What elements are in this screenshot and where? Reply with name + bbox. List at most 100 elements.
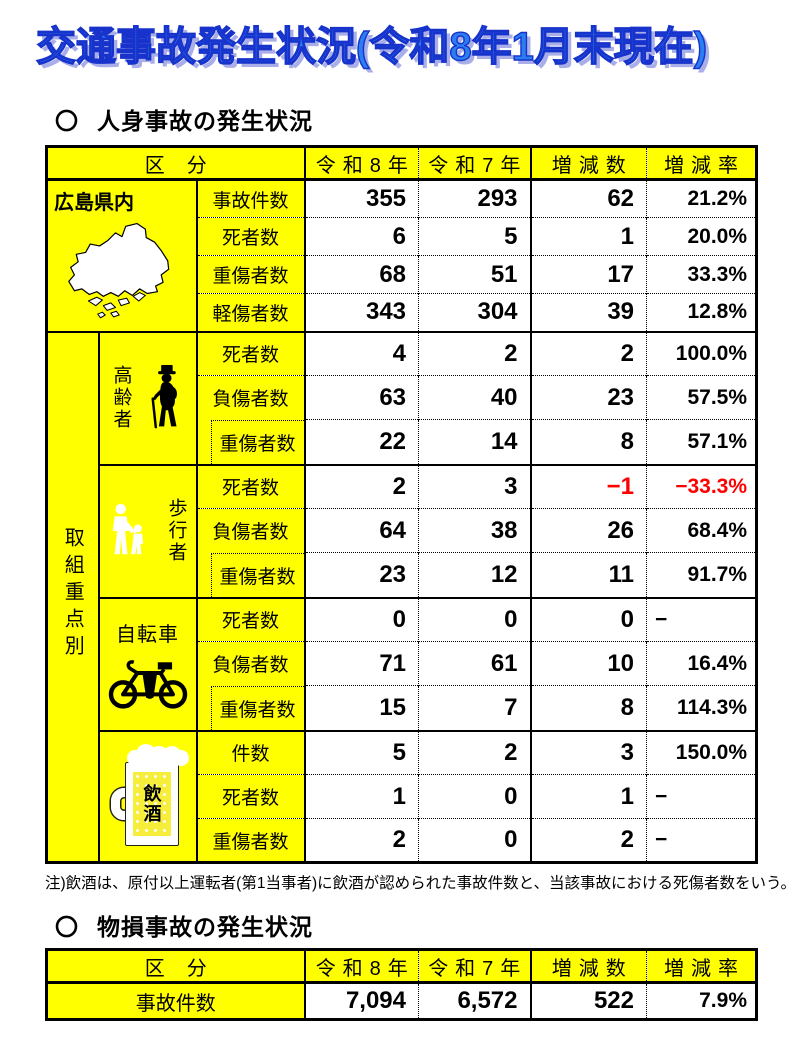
value-r7: 0 [418, 596, 531, 642]
beer-foam [126, 750, 143, 767]
value-rate: 68.4% [646, 508, 757, 553]
section-heading-text: 物損事故の発生状況 [97, 914, 313, 940]
value-diff: 39 [529, 293, 647, 332]
hiroshima-area-cell: 広島県内 [46, 179, 197, 332]
row-sublabel: 重傷者数 [210, 552, 304, 597]
row-label: 件数 [195, 729, 305, 775]
footnote: 注)飲酒は、原付以上運転者(第1当事者)に飲酒が認められた事故件数と、当該事故に… [45, 875, 797, 892]
value-rate: 57.5% [646, 375, 757, 420]
header-reiwa8: 令和8年 [303, 146, 419, 181]
value-rate: − [646, 596, 757, 642]
header-reiwa7: 令和7年 [418, 949, 531, 984]
value-r7: 0 [418, 818, 531, 863]
value-r7: 304 [418, 293, 531, 332]
value-rate: 33.3% [646, 255, 757, 294]
row-label: 軽傷者数 [195, 293, 305, 332]
value-diff: 11 [529, 552, 647, 598]
value-r8: 15 [303, 685, 419, 731]
value-r7: 61 [418, 641, 531, 686]
value-r8: 23 [303, 552, 419, 598]
category-label: 飲酒 [141, 784, 162, 825]
value-r8: 1 [303, 774, 419, 819]
value-r8: 7,094 [303, 982, 419, 1020]
value-diff: 2 [529, 330, 647, 376]
value-rate: 16.4% [646, 641, 757, 686]
value-diff: 10 [529, 641, 647, 686]
table-row: 飲酒 件数 5 2 3 150.0% [47, 729, 757, 863]
category-label: 高齢者 [110, 365, 132, 431]
value-rate: 91.7% [646, 552, 757, 598]
circle-bullet: 〇 [55, 914, 79, 940]
row-sublabel-cell: 重傷者数 [195, 552, 305, 598]
value-r7: 3 [418, 463, 531, 509]
table-row: 負傷者数 71 61 10 16.4% [47, 641, 757, 686]
value-rate: 57.1% [646, 419, 757, 465]
section-heading-personal-injury: 〇人身事故の発生状況 [55, 102, 313, 136]
value-r8: 22 [303, 419, 419, 465]
value-r8: 4 [303, 330, 419, 376]
header-reiwa7: 令和7年 [418, 146, 531, 181]
table-row: 広島県内 事故件数 355 293 62 21.2% [46, 179, 757, 332]
row-label: 死者数 [195, 596, 305, 642]
table-row: 重傷者数 23 12 11 91.7% [47, 552, 757, 598]
beer-mug-icon: 飲酒 [110, 748, 183, 850]
value-rate: −33.3% [646, 463, 757, 509]
category-elderly-cell: 高齢者 [97, 330, 197, 465]
value-rate: − [646, 774, 757, 819]
header-kubun: 区分 [46, 949, 305, 984]
value-rate: 21.2% [646, 179, 757, 218]
value-r8: 2 [303, 818, 419, 863]
value-r8: 64 [303, 508, 419, 553]
row-label: 重傷者数 [195, 255, 305, 294]
value-r7: 12 [418, 552, 531, 598]
section-heading-text: 人身事故の発生状況 [97, 108, 313, 134]
row-sublabel-cell: 重傷者数 [195, 419, 305, 465]
row-label: 死者数 [195, 217, 305, 256]
value-r7: 6,572 [418, 982, 531, 1020]
value-rate: 150.0% [646, 729, 757, 775]
table-row: 重傷者数 68 51 17 33.3% [47, 255, 757, 294]
row-label: 死者数 [195, 330, 305, 376]
value-r7: 40 [418, 375, 531, 420]
row-sublabel: 重傷者数 [210, 419, 304, 464]
table-row: 事故件数 7,094 6,572 522 7.9% [46, 982, 757, 1020]
category-drinking-cell: 飲酒 [97, 729, 197, 863]
row-sublabel: 重傷者数 [210, 685, 304, 730]
value-r7: 38 [418, 508, 531, 553]
row-label: 負傷者数 [195, 641, 305, 686]
category-pedestrian-cell: 歩行者 [97, 463, 197, 598]
hiroshima-label: 広島県内 [54, 192, 134, 214]
header-rate: 増減率 [646, 146, 757, 181]
table-row: 負傷者数 63 40 23 57.5% [47, 375, 757, 420]
value-r7: 2 [418, 729, 531, 775]
row-label: 重傷者数 [195, 818, 305, 863]
value-r7: 0 [418, 774, 531, 819]
value-r8: 68 [303, 255, 419, 294]
beer-fill: 飲酒 [132, 772, 171, 837]
value-r7: 7 [418, 685, 531, 731]
value-r8: 343 [303, 293, 419, 332]
value-rate: 7.9% [646, 982, 757, 1020]
category-label: 歩行者 [165, 498, 187, 564]
value-rate: 20.0% [646, 217, 757, 256]
value-diff: 17 [529, 255, 647, 294]
value-diff: 0 [529, 596, 647, 642]
value-r7: 14 [418, 419, 531, 465]
table-row: 死者数 6 5 1 20.0% [47, 217, 757, 256]
value-diff: 23 [529, 375, 647, 420]
header-rate: 増減率 [646, 949, 757, 984]
value-rate: 12.8% [646, 293, 757, 332]
elderly-icon [151, 365, 177, 429]
row-sublabel-cell: 重傷者数 [195, 685, 305, 731]
pedestrian-icon [112, 503, 143, 555]
value-r8: 5 [303, 729, 419, 775]
value-r8: 2 [303, 463, 419, 509]
value-r8: 6 [303, 217, 419, 256]
value-diff: 8 [529, 419, 647, 465]
value-diff: 522 [529, 982, 647, 1020]
value-diff: −1 [529, 463, 647, 509]
value-r7: 51 [418, 255, 531, 294]
table-row: 取組重点別 高齢者 死者数 4 2 [46, 330, 757, 863]
value-r8: 0 [303, 596, 419, 642]
